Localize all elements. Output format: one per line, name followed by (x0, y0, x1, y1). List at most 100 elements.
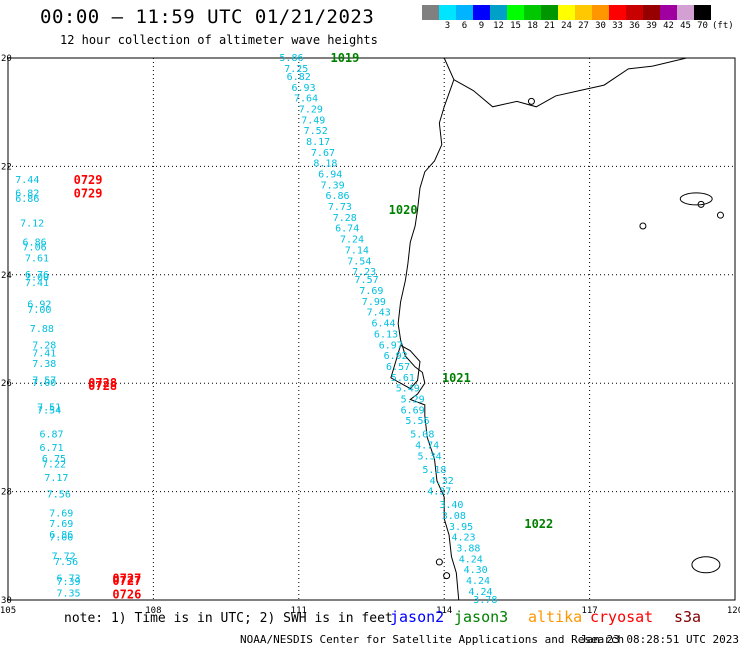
wave-height-label: 7.67 (311, 148, 335, 159)
wave-height-label: 7.64 (294, 94, 318, 105)
coastline-north (453, 57, 687, 108)
wave-height-label: 6.97 (379, 340, 403, 351)
legend-swatch (609, 5, 626, 20)
wave-height-label: 7.88 (30, 324, 54, 335)
legend-label: 27 (578, 21, 589, 31)
wave-height-label: 6.92 (27, 300, 51, 311)
legend-swatch (507, 5, 524, 20)
wave-height-label: 6.75 (42, 454, 66, 465)
island (527, 97, 535, 105)
pass-time-label: 0729 (74, 187, 103, 201)
lon-tick-label: 105 (0, 606, 16, 616)
wave-height-label: 7.39 (56, 577, 80, 588)
footnote: note: 1) Time is in UTC; 2) SWH is in fe… (64, 611, 393, 626)
legend-label: 45 (680, 21, 691, 31)
lon-tick-label: 114 (436, 606, 452, 616)
wave-height-label: 6.82 (287, 72, 311, 83)
legend-label: 70 (697, 21, 708, 31)
legend-swatch (575, 5, 592, 20)
legend-swatch (643, 5, 660, 20)
wave-height-label: 6.76 (25, 270, 49, 281)
pass-time-label: 1019 (330, 51, 359, 65)
wave-height-label: 7.56 (54, 557, 78, 568)
lon-tick-label: 117 (581, 606, 597, 616)
wave-height-label: 7.49 (301, 115, 325, 126)
wave-height-label: 5.34 (418, 451, 442, 462)
island (435, 558, 443, 566)
wave-height-label: 7.99 (362, 297, 386, 308)
wave-height-label: 3.78 (473, 595, 497, 606)
pass-time-label: 0728 (88, 376, 117, 390)
pass-time-label: 0727 (112, 571, 141, 585)
legend-label: 12 (493, 21, 504, 31)
wave-height-label: 7.72 (52, 552, 76, 563)
legend-label: 36 (629, 21, 640, 31)
wave-height-label: 3.40 (439, 500, 463, 511)
pass-time-label: 0726 (112, 588, 141, 602)
wave-height-label: 8.18 (313, 159, 337, 170)
legend-label: 3 (444, 21, 451, 31)
wave-height-label: 6.69 (401, 405, 425, 416)
wave-height-label: 5.86 (279, 53, 303, 64)
wave-height-label: 5.56 (405, 416, 429, 427)
legend-swatch (473, 5, 490, 20)
wave-height-label: 7.22 (42, 460, 66, 471)
wave-height-label: 8.17 (306, 137, 330, 148)
legend-label: 6 (461, 21, 468, 31)
pass-time-label: 0727 (112, 574, 141, 588)
pass-time-label: 1021 (442, 371, 471, 385)
legend-unit: (ft) (712, 21, 734, 31)
map-frame (7, 57, 736, 601)
legend-swatch (422, 5, 439, 20)
wave-height-label: 7.38 (32, 359, 56, 370)
wave-height-label: 6.94 (318, 170, 342, 181)
legend-swatch (439, 5, 456, 20)
legend-swatch (541, 5, 558, 20)
wave-height-label: 6.82 (15, 189, 39, 200)
legend-label: 39 (646, 21, 657, 31)
lat-tick-label: 30 (1, 596, 12, 606)
wave-height-label: 7.57 (355, 275, 379, 286)
legend-label: 30 (595, 21, 606, 31)
color-legend (422, 5, 711, 20)
island (716, 211, 724, 219)
color-legend-labels: 3 6 9 12 15 18 21 24 27 30 33 36 39 42 45 70 (422, 21, 711, 31)
wave-height-label: 7.24 (340, 235, 364, 246)
wave-height-label: 6.93 (292, 83, 316, 94)
wave-height-label: 4.32 (430, 476, 454, 487)
wave-height-label: 4.37 (427, 487, 451, 498)
pass-time-label: 0728 (88, 379, 117, 393)
generated-timestamp: Jan 23 08:28:51 UTC 2023 (580, 633, 739, 646)
satellite-altika: altika (528, 608, 583, 626)
island (639, 222, 647, 230)
wave-height-label: 7.44 (15, 175, 39, 186)
wave-height-label: 7.28 (32, 340, 56, 351)
satellite-jason3: jason3 (454, 608, 509, 626)
legend-swatch (660, 5, 677, 20)
wave-height-label: 5.08 (410, 430, 434, 441)
legend-swatch (677, 5, 694, 20)
wave-height-label: 6.71 (40, 443, 64, 454)
wave-height-label: 7.00 (32, 378, 56, 389)
wave-height-label: 6.13 (374, 329, 398, 340)
lat-tick-label: 22 (1, 162, 12, 172)
legend-label: 42 (663, 21, 674, 31)
wave-height-label: 3.88 (456, 544, 480, 555)
wave-height-label: 7.35 (56, 588, 80, 599)
lat-tick-label: 28 (1, 488, 12, 498)
wave-height-label: 7.69 (49, 519, 73, 530)
map-title: 00:00 – 11:59 UTC 01/21/2023 (40, 6, 375, 28)
wave-height-label: 7.12 (20, 218, 44, 229)
wave-height-label: 6.73 (56, 573, 80, 584)
wave-height-label: 7.56 (47, 489, 71, 500)
wave-height-label: 7.41 (32, 348, 56, 359)
wave-height-label: 7.17 (44, 473, 68, 484)
wave-height-label: 7.69 (49, 508, 73, 519)
legend-label: 9 (478, 21, 485, 31)
wave-height-label: 5.18 (422, 465, 446, 476)
wave-height-label: 6.92 (384, 351, 408, 362)
wave-height-label: 6.86 (325, 191, 349, 202)
island (443, 572, 451, 580)
wave-height-label: 7.25 (284, 64, 308, 75)
